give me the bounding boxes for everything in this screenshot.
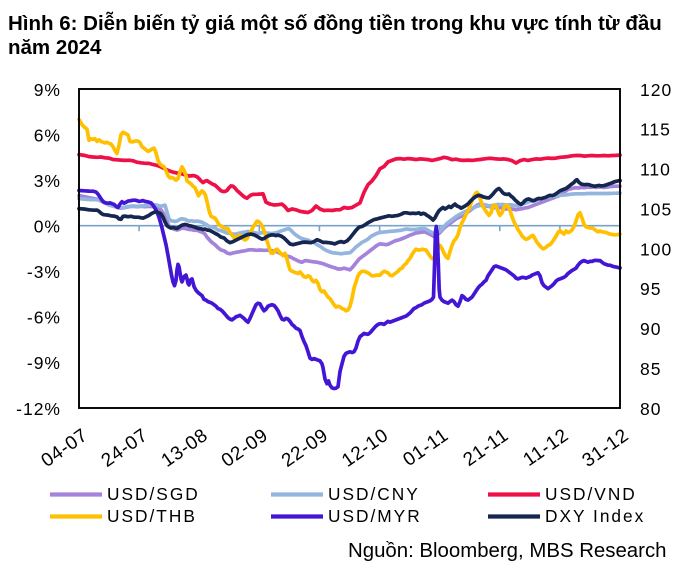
svg-text:90: 90	[640, 319, 661, 339]
svg-text:-6%: -6%	[27, 308, 61, 328]
svg-text:115: 115	[640, 120, 671, 140]
svg-text:USD/SGD: USD/SGD	[107, 484, 200, 504]
svg-text:-9%: -9%	[27, 353, 61, 373]
svg-text:110: 110	[640, 160, 671, 180]
svg-text:21-11: 21-11	[460, 425, 513, 471]
svg-text:năm 2024: năm 2024	[8, 36, 102, 59]
svg-text:DXY Index: DXY Index	[545, 506, 645, 526]
svg-text:Nguồn: Bloomberg, MBS Research: Nguồn: Bloomberg, MBS Research	[348, 540, 666, 562]
svg-text:9%: 9%	[34, 80, 61, 100]
svg-text:USD/THB: USD/THB	[107, 506, 197, 526]
svg-text:11-12: 11-12	[520, 425, 573, 471]
svg-text:100: 100	[640, 239, 672, 259]
svg-text:USD/CNY: USD/CNY	[328, 484, 420, 504]
svg-text:3%: 3%	[34, 171, 61, 191]
svg-text:USD/VND: USD/VND	[545, 484, 637, 504]
svg-text:105: 105	[640, 199, 672, 219]
svg-text:-12%: -12%	[16, 399, 61, 419]
svg-text:95: 95	[640, 279, 661, 299]
svg-text:USD/MYR: USD/MYR	[328, 506, 422, 526]
svg-text:22-09: 22-09	[278, 425, 332, 472]
svg-text:04-07: 04-07	[38, 425, 92, 472]
svg-text:6%: 6%	[34, 125, 61, 145]
svg-text:85: 85	[640, 359, 661, 379]
svg-text:13-08: 13-08	[158, 425, 212, 472]
svg-text:12-10: 12-10	[338, 425, 392, 472]
svg-text:24-07: 24-07	[98, 425, 152, 472]
svg-text:02-09: 02-09	[218, 425, 272, 472]
svg-text:Hình 6: Diễn biến tỷ giá một s: Hình 6: Diễn biến tỷ giá một số đồng tiề…	[8, 11, 662, 35]
svg-text:120: 120	[640, 80, 672, 100]
svg-text:80: 80	[640, 399, 661, 419]
svg-text:-3%: -3%	[27, 262, 61, 282]
svg-text:31-12: 31-12	[579, 425, 633, 472]
svg-text:0%: 0%	[34, 217, 61, 237]
svg-text:01-11: 01-11	[399, 425, 452, 471]
